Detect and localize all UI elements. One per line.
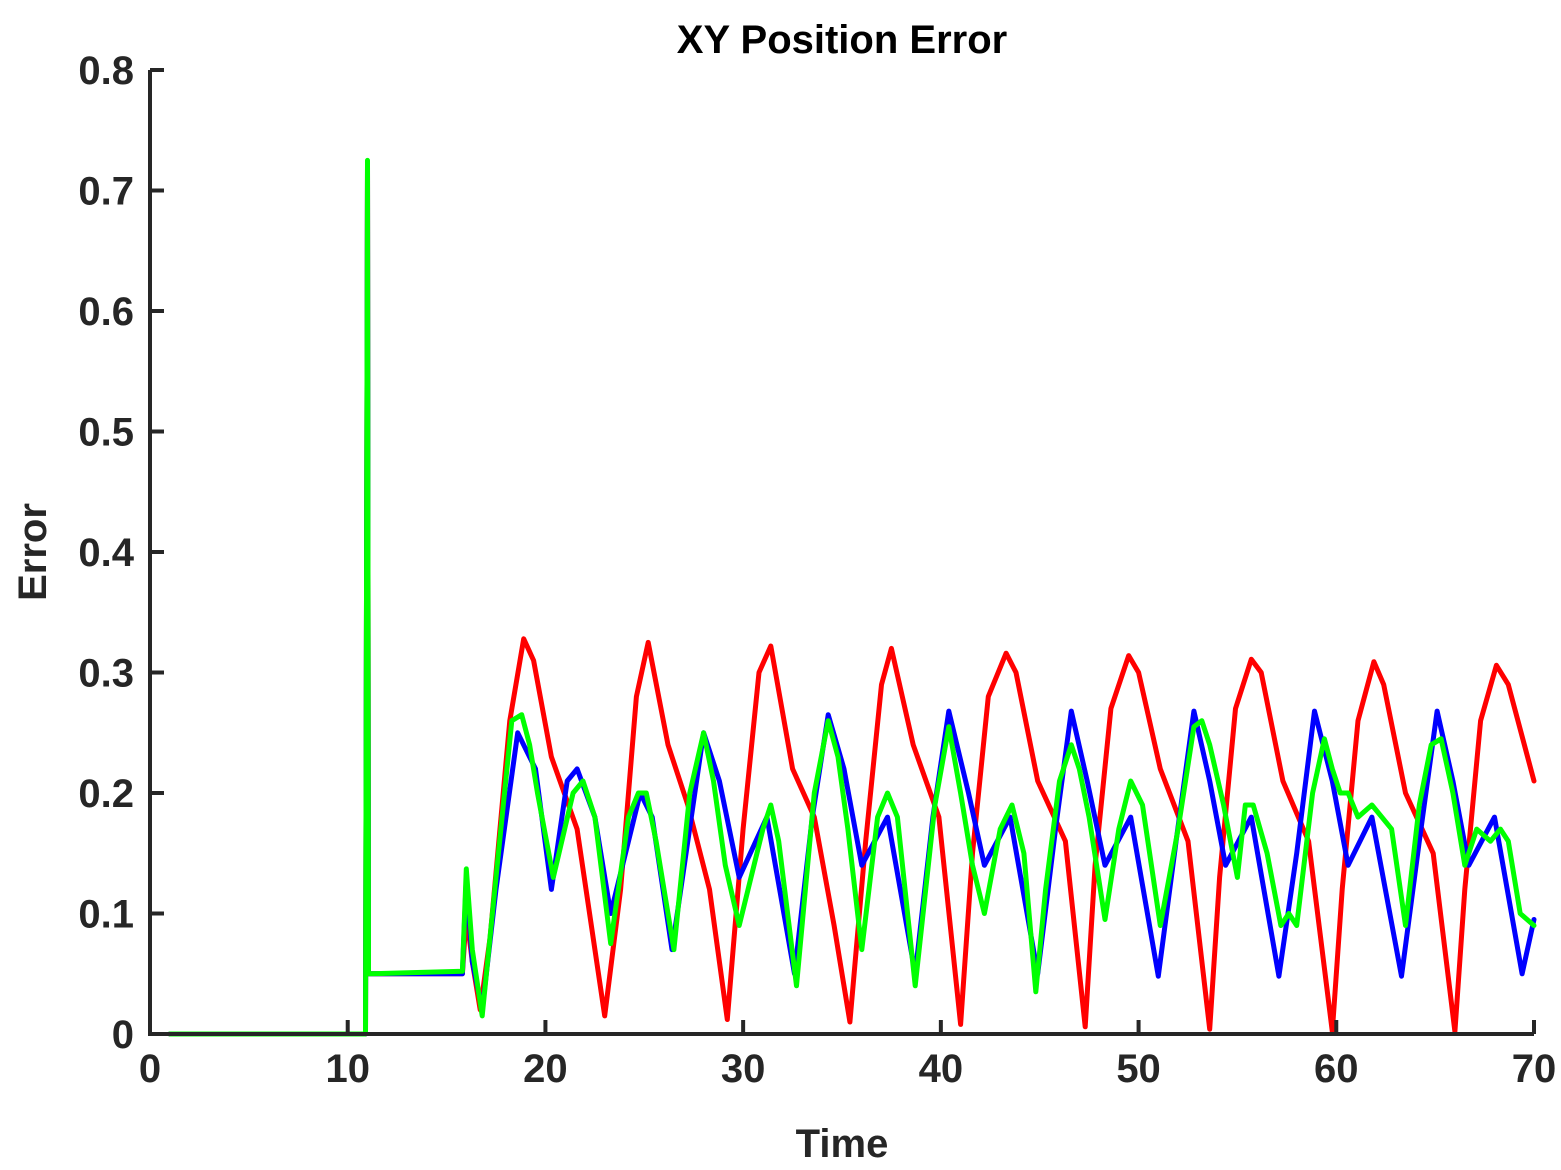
chart-title: XY Position Error [677,18,1007,62]
series-red-line [167,163,1537,1037]
y-axis-label: Error [11,503,55,601]
x-tick-label: 30 [721,1047,766,1091]
series-blue-line [167,163,1537,1037]
y-tick-label: 0.3 [78,652,134,696]
series-green-line [167,157,1537,1037]
plot-area: 0 10 20 30 40 50 60 70 0 0.1 0.2 0.3 0.4 0.5 0.6 0.7 0.… [78,49,1556,1091]
y-tick-label: 0 [112,1013,134,1057]
y-tick-label: 0.1 [78,893,134,937]
x-tick-label: 10 [325,1047,370,1091]
y-tick-label: 0.7 [78,170,134,214]
series-group [167,157,1537,1037]
y-tick-label: 0.2 [78,772,134,816]
axis-frame [148,70,1534,1036]
y-tick-label: 0.4 [78,531,134,575]
x-tick-label: 60 [1314,1047,1359,1091]
y-tick-label: 0.8 [78,49,134,93]
x-axis-ticks: 0 10 20 30 40 50 60 70 [139,1020,1556,1091]
x-tick-label: 50 [1116,1047,1161,1091]
x-tick-label: 70 [1512,1047,1557,1091]
y-axis-ticks: 0 0.1 0.2 0.3 0.4 0.5 0.6 0.7 0.8 [78,49,164,1057]
x-tick-label: 20 [523,1047,568,1091]
x-axis-label: Time [796,1122,889,1166]
y-tick-label: 0.5 [78,411,134,455]
x-tick-label: 40 [919,1047,964,1091]
y-tick-label: 0.6 [78,290,134,334]
x-tick-label: 0 [139,1047,161,1091]
